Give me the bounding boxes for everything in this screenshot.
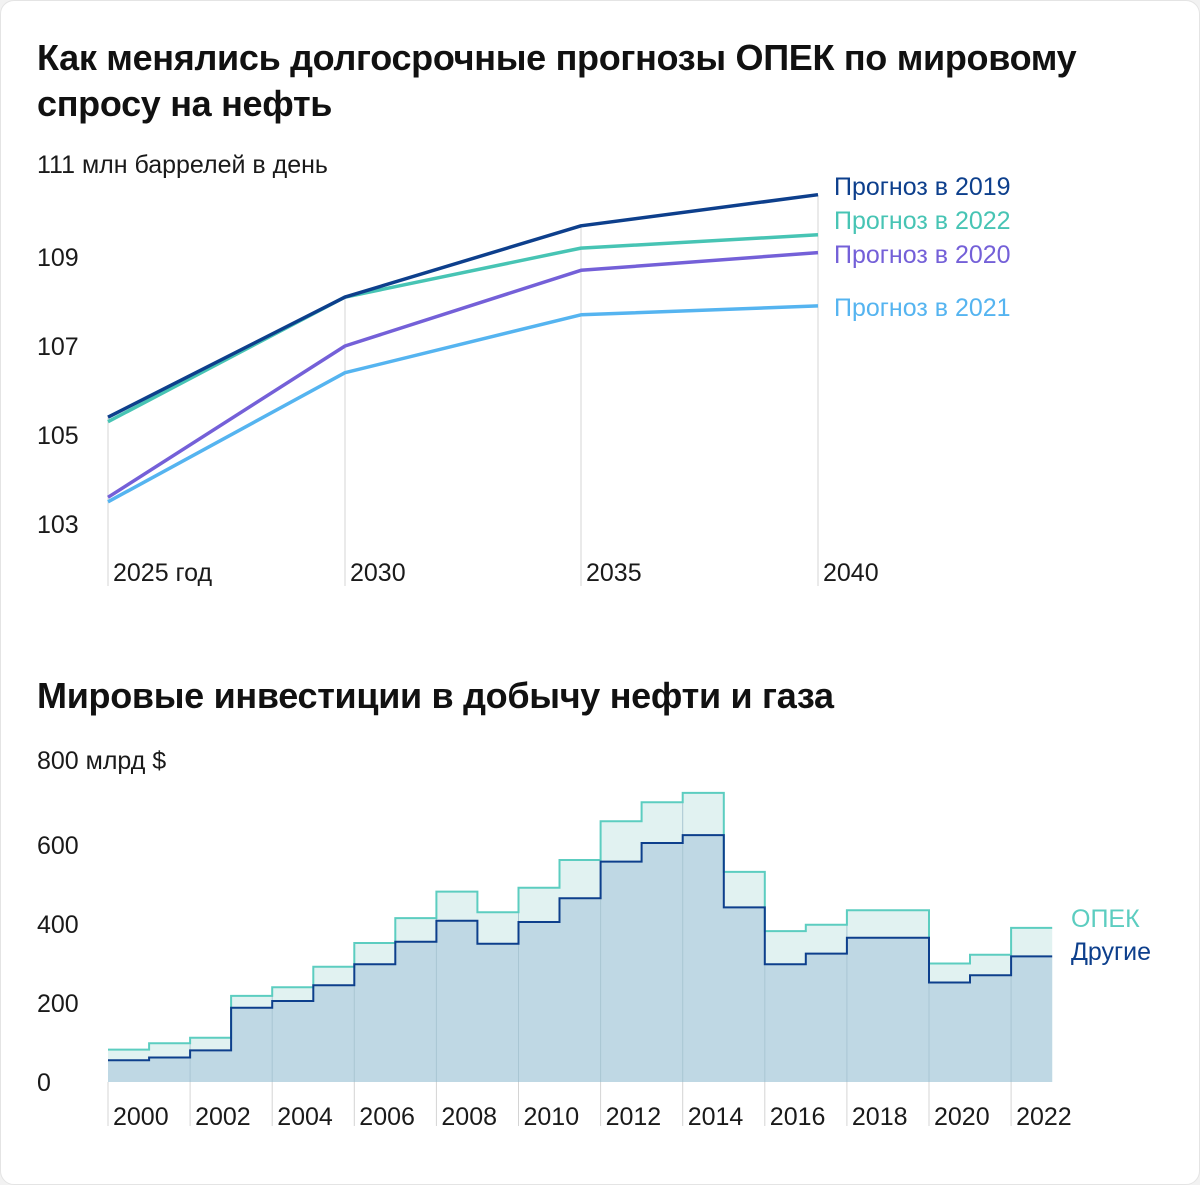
- x-tick-label: 2020: [934, 1103, 990, 1131]
- x-tick-label: 2010: [524, 1103, 580, 1131]
- legend-label: Прогноз в 2020: [834, 241, 1011, 269]
- x-tick-label: 2008: [441, 1103, 497, 1131]
- investment-step-chart: 0 200 400 600 800 млрд $ 2000 2002 2004 2006 2008…: [37, 747, 1151, 1131]
- legend-label: Другие: [1071, 938, 1151, 966]
- others-area: [108, 835, 1053, 1082]
- x-tick-label: 2025 год: [113, 559, 212, 587]
- y-tick-label: 107: [37, 333, 79, 361]
- legend-label: Прогноз в 2019: [834, 173, 1011, 201]
- y-axis-label: 111 млн баррелей в день: [37, 151, 328, 179]
- x-tick-label: 2014: [688, 1103, 744, 1131]
- series-line: [107, 233, 819, 424]
- series-line: [107, 250, 819, 499]
- opec-step-line: [108, 791, 1053, 1051]
- y-tick-label: 105: [37, 422, 79, 450]
- x-tick-label: 2002: [195, 1103, 251, 1131]
- series-line: [107, 304, 819, 504]
- x-tick-label: 2022: [1016, 1103, 1072, 1131]
- legend-label: ОПЕК: [1071, 905, 1140, 933]
- legend-label: Прогноз в 2022: [834, 207, 1011, 235]
- y-tick-label: 600: [37, 832, 79, 860]
- y-axis-label: 800 млрд $: [37, 747, 166, 775]
- x-tick-label: 2004: [277, 1103, 333, 1131]
- y-tick-label: 0: [37, 1069, 51, 1097]
- y-tick-label: 200: [37, 990, 79, 1018]
- x-tick-label: 2040: [823, 559, 879, 587]
- y-tick-label: 109: [37, 244, 79, 272]
- y-tick-label: 103: [37, 511, 79, 539]
- legend-label: Прогноз в 2021: [834, 294, 1011, 322]
- x-tick-label: 2016: [770, 1103, 826, 1131]
- x-tick-label: 2018: [852, 1103, 908, 1131]
- x-tick-label: 2030: [350, 559, 406, 587]
- y-tick-label: 400: [37, 911, 79, 939]
- x-tick-label: 2035: [586, 559, 642, 587]
- chart1-title: Как менялись долгосрочные прогнозы ОПЕК …: [37, 37, 1077, 124]
- x-tick-label: 2000: [113, 1103, 169, 1131]
- series-line: [107, 192, 819, 419]
- others-step-line: [108, 834, 1053, 1062]
- forecast-line-chart: 103 105 107 109 111 млн баррелей в день 2025 …: [37, 151, 1011, 587]
- x-tick-label: 2012: [606, 1103, 662, 1131]
- x-tick-label: 2006: [359, 1103, 415, 1131]
- chart2-title: Мировые инвестиции в добычу нефти и газа: [37, 675, 834, 716]
